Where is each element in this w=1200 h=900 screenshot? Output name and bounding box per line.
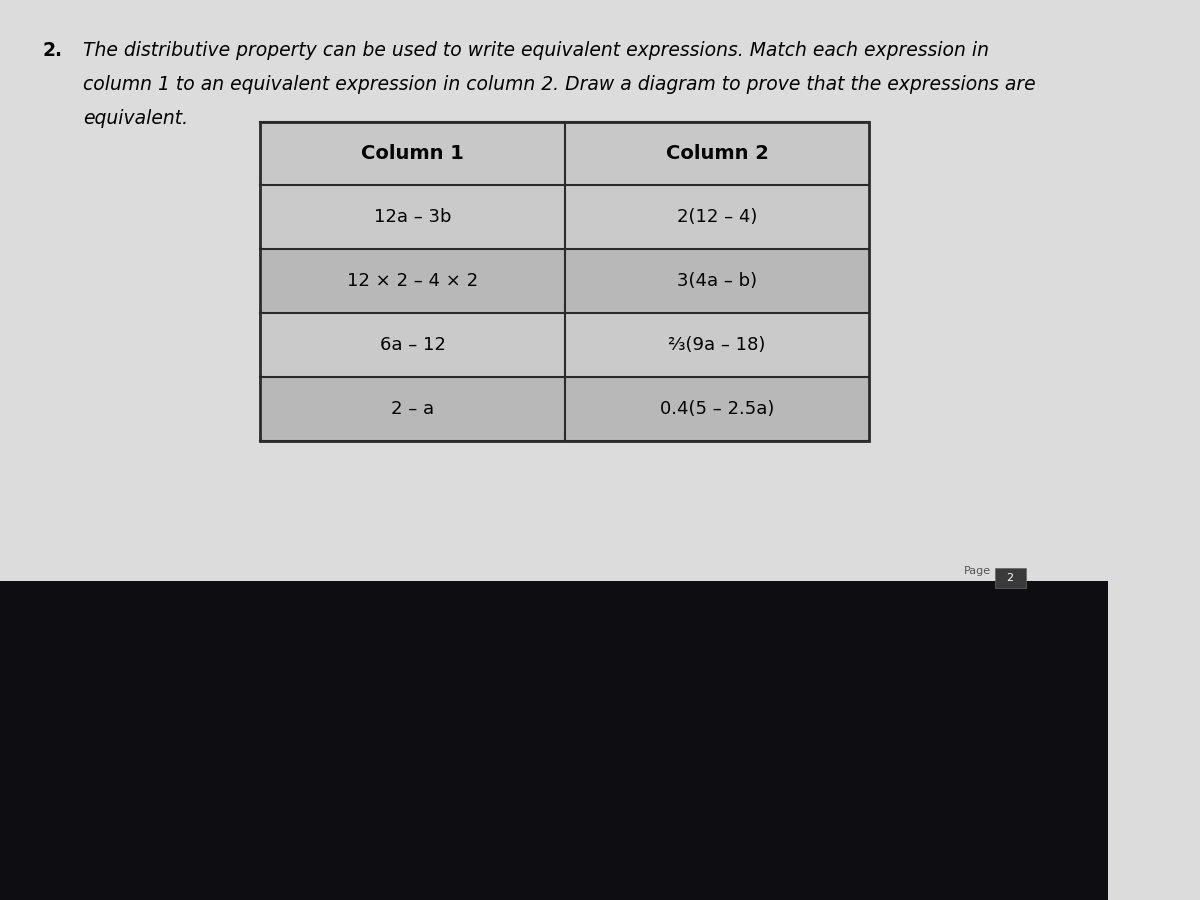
- Bar: [260, 185, 870, 249]
- Text: 12a – 3b: 12a – 3b: [374, 208, 451, 226]
- Text: 2 – a: 2 – a: [391, 400, 434, 418]
- Bar: [260, 122, 870, 441]
- Text: ⅔(9a – 18): ⅔(9a – 18): [668, 336, 766, 354]
- Text: 6a – 12: 6a – 12: [379, 336, 445, 354]
- Text: 2.: 2.: [42, 40, 62, 59]
- Bar: [260, 122, 870, 185]
- Text: 2(12 – 4): 2(12 – 4): [677, 208, 757, 226]
- Text: Column 1: Column 1: [361, 144, 464, 163]
- Text: The distributive property can be used to write equivalent expressions. Match eac: The distributive property can be used to…: [83, 40, 989, 59]
- Bar: [0, 580, 1108, 900]
- Bar: [995, 568, 1026, 588]
- Text: 0.4(5 – 2.5a): 0.4(5 – 2.5a): [660, 400, 774, 418]
- Bar: [260, 377, 870, 441]
- Text: column 1 to an equivalent expression in column 2. Draw a diagram to prove that t: column 1 to an equivalent expression in …: [83, 75, 1036, 94]
- Text: equivalent.: equivalent.: [83, 109, 188, 128]
- Bar: [260, 313, 870, 377]
- Text: Column 2: Column 2: [666, 144, 769, 163]
- Text: Page: Page: [964, 566, 991, 576]
- Text: 3(4a – b): 3(4a – b): [677, 272, 757, 290]
- Text: 12 × 2 – 4 × 2: 12 × 2 – 4 × 2: [347, 272, 478, 290]
- Text: 2: 2: [1007, 572, 1014, 583]
- Bar: [260, 249, 870, 313]
